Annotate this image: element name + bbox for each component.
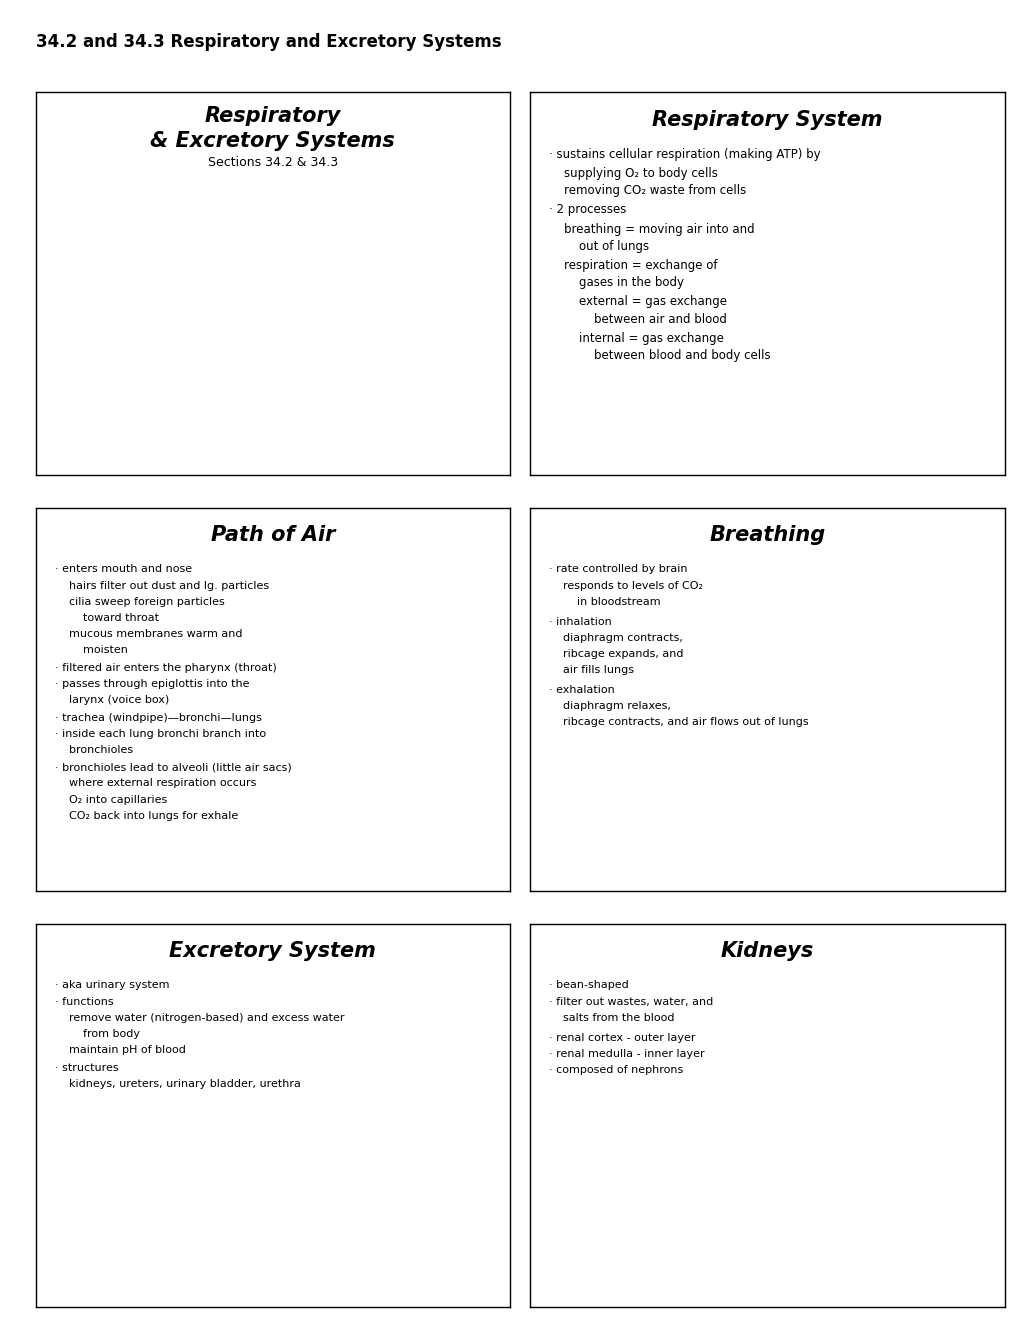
Text: Excretory System: Excretory System: [169, 941, 376, 961]
Text: larynx (voice box): larynx (voice box): [55, 696, 169, 705]
Text: · sustains cellular respiration (making ATP) by: · sustains cellular respiration (making …: [549, 148, 820, 161]
Text: cilia sweep foreign particles: cilia sweep foreign particles: [55, 597, 224, 607]
Text: remove water (nitrogen-based) and excess water: remove water (nitrogen-based) and excess…: [55, 1012, 343, 1023]
Text: from body: from body: [55, 1028, 140, 1039]
Text: CO₂ back into lungs for exhale: CO₂ back into lungs for exhale: [55, 810, 237, 821]
Text: · 2 processes: · 2 processes: [549, 203, 626, 216]
Text: external = gas exchange: external = gas exchange: [549, 296, 727, 309]
Text: Sections 34.2 & 34.3: Sections 34.2 & 34.3: [208, 156, 337, 169]
Text: Respiratory: Respiratory: [205, 106, 340, 125]
Text: between blood and body cells: between blood and body cells: [549, 348, 770, 362]
Text: · aka urinary system: · aka urinary system: [55, 979, 169, 990]
Text: · bronchioles lead to alveoli (little air sacs): · bronchioles lead to alveoli (little ai…: [55, 763, 291, 772]
Text: out of lungs: out of lungs: [549, 240, 649, 252]
Text: Kidneys: Kidneys: [720, 941, 813, 961]
Text: O₂ into capillaries: O₂ into capillaries: [55, 795, 167, 804]
Text: Path of Air: Path of Air: [211, 525, 334, 545]
Text: responds to levels of CO₂: responds to levels of CO₂: [549, 581, 703, 591]
Text: gases in the body: gases in the body: [549, 276, 684, 289]
Text: · filter out wastes, water, and: · filter out wastes, water, and: [549, 997, 713, 1007]
Text: in bloodstream: in bloodstream: [549, 597, 660, 607]
Text: · rate controlled by brain: · rate controlled by brain: [549, 564, 687, 574]
Text: respiration = exchange of: respiration = exchange of: [549, 259, 717, 272]
Text: bronchioles: bronchioles: [55, 744, 132, 755]
Text: between air and blood: between air and blood: [549, 313, 727, 326]
Text: · renal cortex - outer layer: · renal cortex - outer layer: [549, 1032, 695, 1043]
Text: · composed of nephrons: · composed of nephrons: [549, 1065, 683, 1074]
Text: · filtered air enters the pharynx (throat): · filtered air enters the pharynx (throa…: [55, 663, 276, 673]
Text: toward throat: toward throat: [55, 612, 159, 623]
Text: breathing = moving air into and: breathing = moving air into and: [549, 223, 754, 235]
Text: ribcage contracts, and air flows out of lungs: ribcage contracts, and air flows out of …: [549, 717, 808, 727]
Text: maintain pH of blood: maintain pH of blood: [55, 1045, 185, 1055]
Text: · functions: · functions: [55, 997, 113, 1007]
Text: · inhalation: · inhalation: [549, 616, 611, 627]
Text: · passes through epiglottis into the: · passes through epiglottis into the: [55, 678, 249, 689]
Text: · structures: · structures: [55, 1063, 118, 1073]
Text: removing CO₂ waste from cells: removing CO₂ waste from cells: [549, 185, 746, 197]
Text: · enters mouth and nose: · enters mouth and nose: [55, 564, 192, 574]
Text: kidneys, ureters, urinary bladder, urethra: kidneys, ureters, urinary bladder, ureth…: [55, 1078, 301, 1089]
Text: 34.2 and 34.3 Respiratory and Excretory Systems: 34.2 and 34.3 Respiratory and Excretory …: [36, 33, 500, 51]
Text: where external respiration occurs: where external respiration occurs: [55, 779, 256, 788]
Text: Breathing: Breathing: [709, 525, 824, 545]
Text: & Excretory Systems: & Excretory Systems: [151, 131, 394, 150]
Text: · inside each lung bronchi branch into: · inside each lung bronchi branch into: [55, 729, 266, 739]
Text: hairs filter out dust and lg. particles: hairs filter out dust and lg. particles: [55, 581, 269, 591]
Text: · trachea (windpipe)—bronchi—lungs: · trachea (windpipe)—bronchi—lungs: [55, 713, 261, 722]
Text: salts from the blood: salts from the blood: [549, 1012, 675, 1023]
Text: mucous membranes warm and: mucous membranes warm and: [55, 630, 242, 639]
Text: · exhalation: · exhalation: [549, 685, 614, 696]
Text: · bean-shaped: · bean-shaped: [549, 979, 629, 990]
Text: air fills lungs: air fills lungs: [549, 665, 634, 675]
Text: diaphragm contracts,: diaphragm contracts,: [549, 634, 683, 643]
Text: internal = gas exchange: internal = gas exchange: [549, 331, 723, 345]
Text: moisten: moisten: [55, 645, 127, 655]
Text: supplying O₂ to body cells: supplying O₂ to body cells: [549, 168, 717, 180]
Text: · renal medulla - inner layer: · renal medulla - inner layer: [549, 1049, 704, 1059]
Text: diaphragm relaxes,: diaphragm relaxes,: [549, 701, 671, 711]
Text: Respiratory System: Respiratory System: [652, 110, 881, 129]
Text: ribcage expands, and: ribcage expands, and: [549, 649, 683, 659]
